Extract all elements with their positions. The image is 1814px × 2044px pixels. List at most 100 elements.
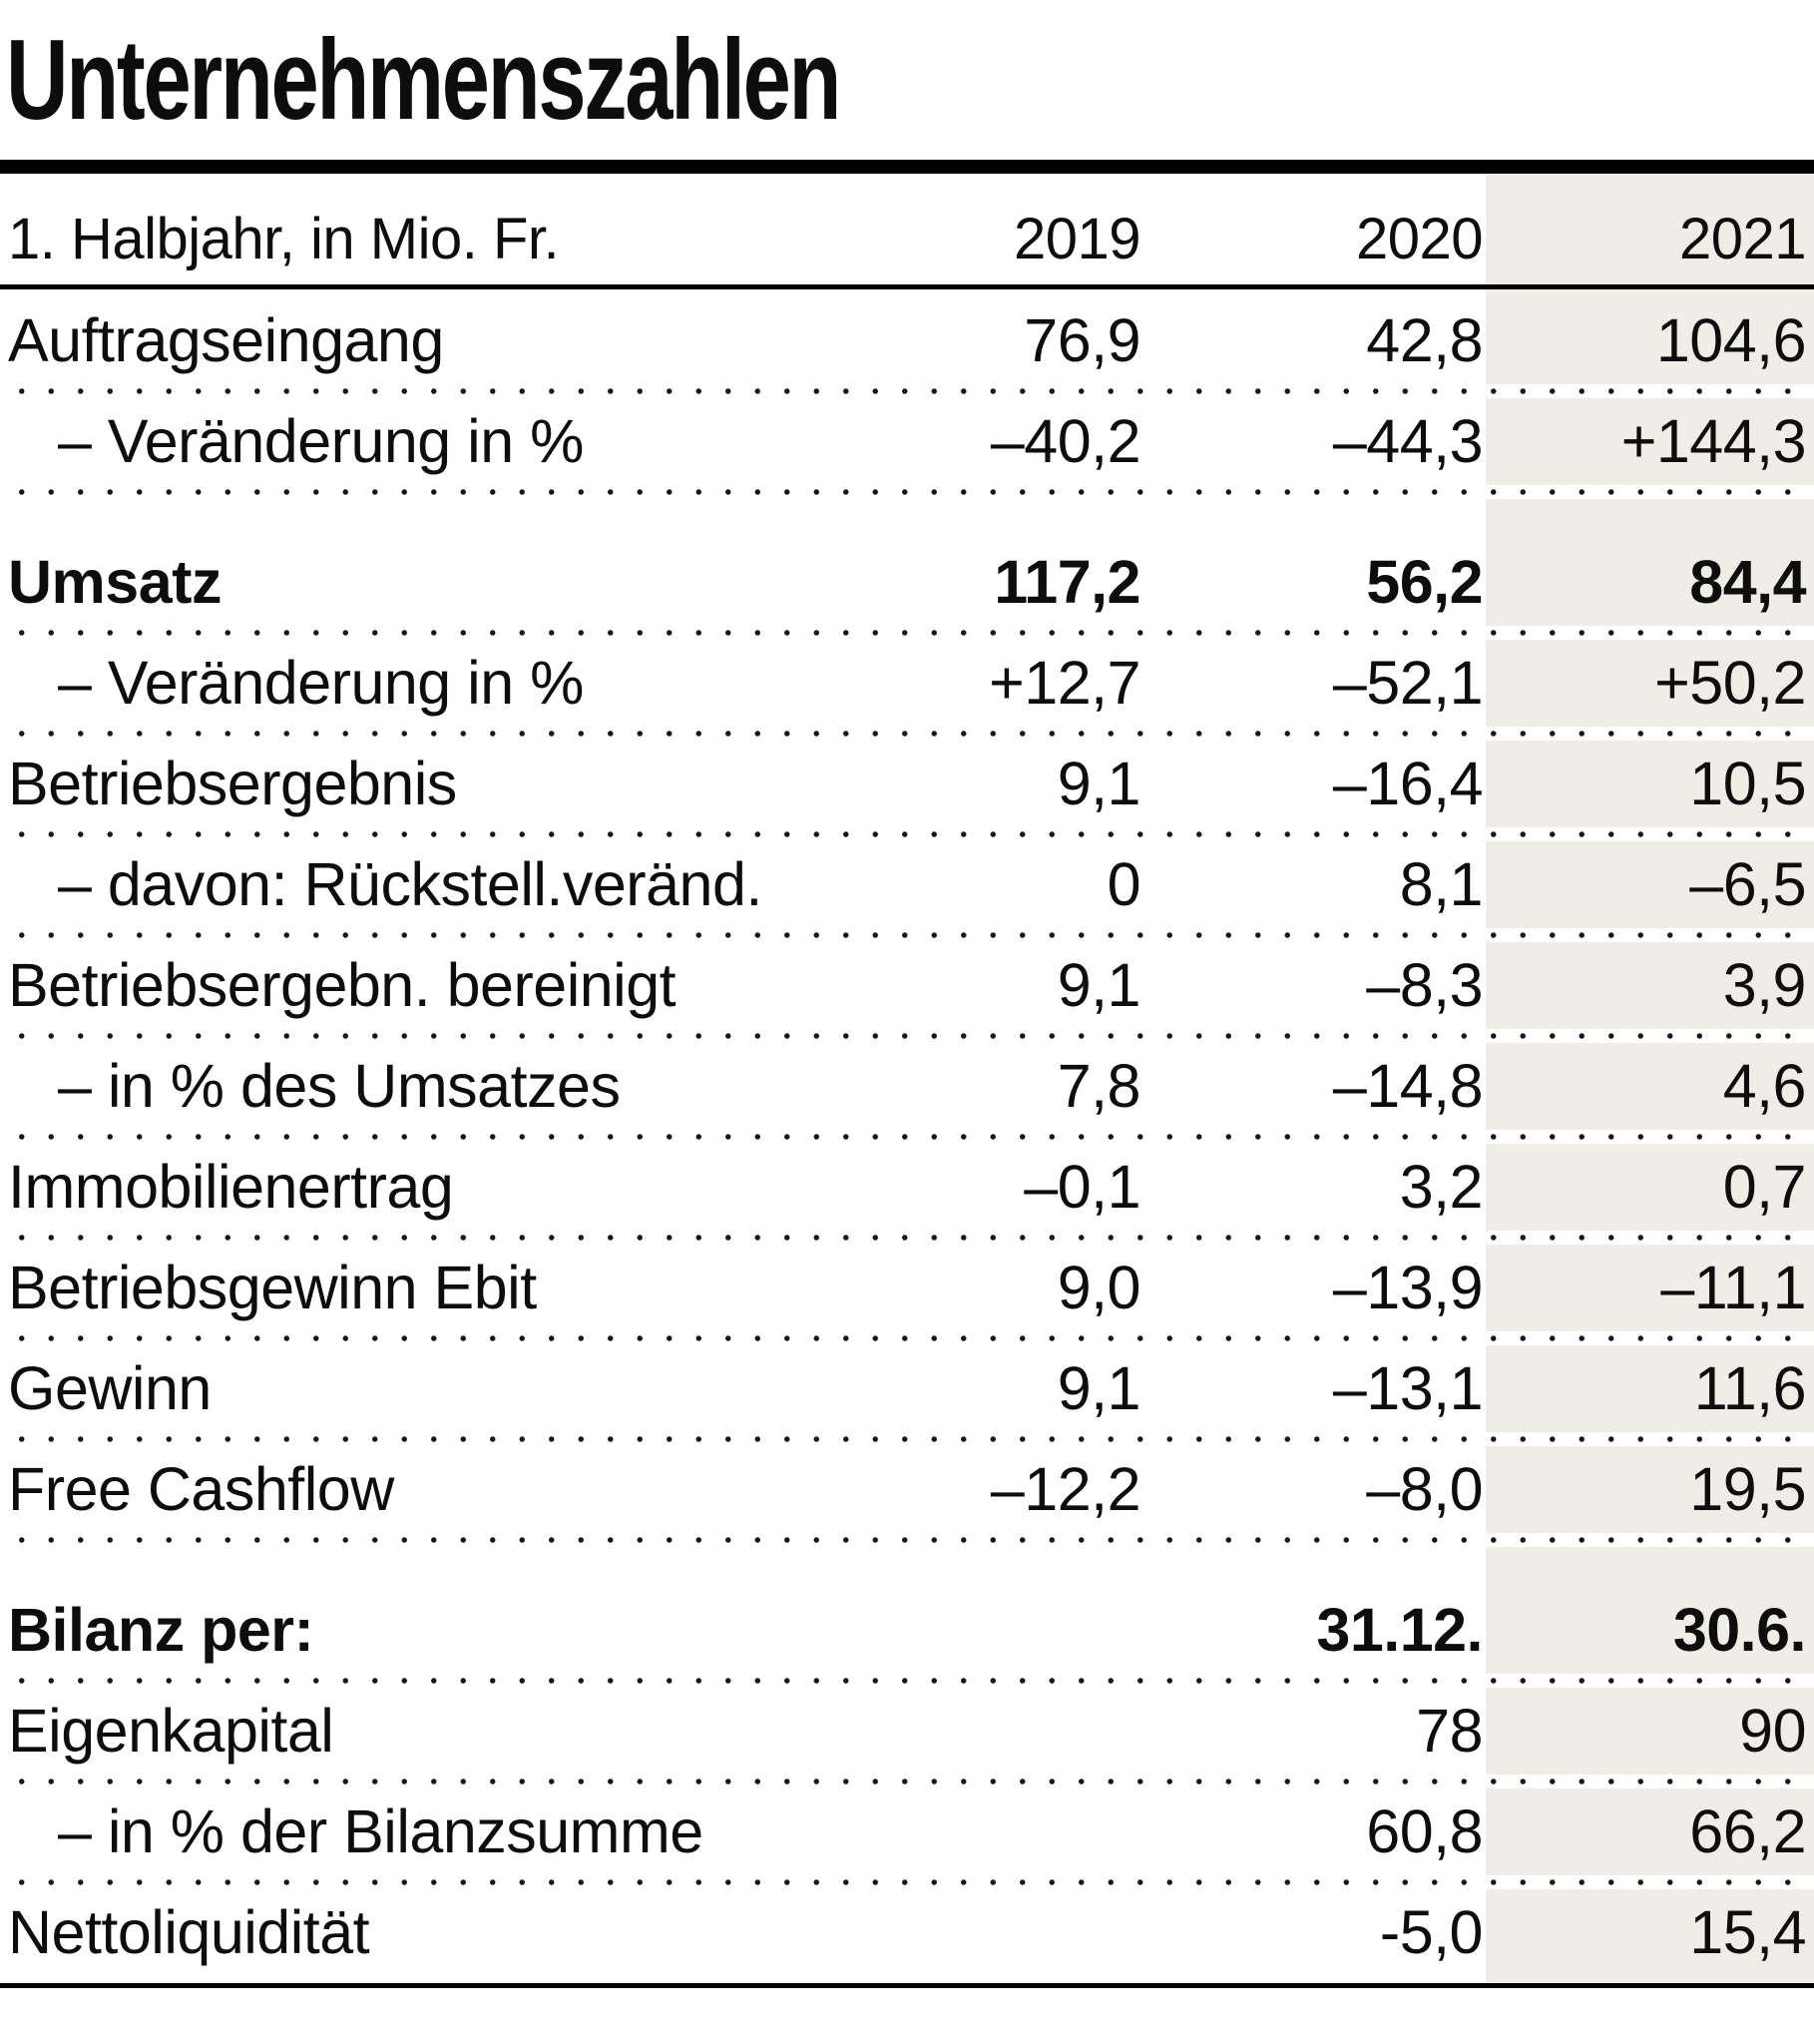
value-2021: 90	[1739, 1697, 1806, 1765]
value-2020: –8,0	[1366, 1455, 1483, 1523]
row-separator-dotted	[0, 928, 1814, 942]
value-2020: –52,1	[1332, 649, 1484, 717]
row-separator-dotted	[0, 1775, 1814, 1788]
row-separator-dotted	[0, 1029, 1814, 1043]
value-2020: 56,2	[1366, 548, 1483, 616]
value-2019: +12,7	[989, 649, 1140, 717]
value-2021: 30.6.	[1672, 1596, 1807, 1664]
row-label: – Veränderung in %	[58, 649, 584, 717]
title-rule	[0, 160, 1814, 174]
row-label: Betriebsergebnis	[8, 750, 457, 817]
table-row: Bilanz per: 31.12. 30.6.	[0, 1580, 1814, 1681]
value-2021: 15,4	[1689, 1898, 1806, 1966]
row-label: Nettoliquidität	[8, 1898, 370, 1966]
table-row: Betriebsergebn. bereinigt 9,1 –8,3 3,9	[0, 935, 1814, 1036]
row-label: Free Cashflow	[8, 1455, 394, 1523]
row-separator-dotted	[0, 1533, 1814, 1547]
value-2021: –11,1	[1660, 1254, 1806, 1321]
row-label: Betriebsergebn. bereinigt	[8, 951, 677, 1019]
row-label: Immobilienertrag	[8, 1153, 454, 1221]
value-2021: 4,6	[1722, 1052, 1807, 1120]
bottom-rule	[0, 1983, 1814, 1988]
row-separator-dotted	[0, 827, 1814, 841]
value-2020: 31.12.	[1316, 1596, 1483, 1664]
row-label: – Veränderung in %	[58, 407, 584, 475]
row-separator-dotted	[0, 1331, 1814, 1345]
value-2019: 0	[1107, 850, 1141, 918]
row-separator-dotted	[0, 727, 1814, 741]
header-unit-label: 1. Halbjahr, in Mio. Fr.	[8, 207, 560, 271]
table-row: Betriebsgewinn Ebit 9,0 –13,9 –11,1	[0, 1238, 1814, 1338]
table-row: Eigenkapital 78 90	[0, 1681, 1814, 1782]
table-row: Immobilienertrag –0,1 3,2 0,7	[0, 1137, 1814, 1238]
row-label: – in % des Umsatzes	[58, 1052, 621, 1120]
row-separator-dotted	[0, 1875, 1814, 1889]
table-row: – Veränderung in % +12,7 –52,1 +50,2	[0, 633, 1814, 734]
value-2019: –12,2	[990, 1455, 1141, 1523]
value-2021: –6,5	[1689, 850, 1806, 918]
value-2021: 66,2	[1689, 1797, 1806, 1865]
row-separator-dotted	[0, 1231, 1814, 1245]
value-2019: 76,9	[1024, 306, 1140, 374]
row-label: Gewinn	[8, 1354, 212, 1422]
table-row: Umsatz 117,2 56,2 84,4	[0, 532, 1814, 633]
value-2019: –40,2	[990, 407, 1141, 475]
value-2021: 3,9	[1722, 951, 1807, 1019]
row-label: Eigenkapital	[8, 1697, 334, 1765]
value-2020: –13,1	[1332, 1354, 1484, 1422]
header-year-2021: 2021	[1678, 207, 1807, 271]
value-2021: +144,3	[1620, 407, 1807, 475]
table-row: Nettoliquidität -5,0 15,4	[0, 1882, 1814, 1983]
row-separator-dotted	[0, 1432, 1814, 1446]
value-2021: 19,5	[1689, 1455, 1806, 1523]
value-2019: 9,0	[1057, 1254, 1141, 1321]
value-2021: 10,5	[1689, 750, 1806, 817]
value-2020: –14,8	[1332, 1052, 1484, 1120]
row-separator-dotted	[0, 626, 1814, 640]
value-2019: 9,1	[1057, 750, 1141, 817]
value-2021: 84,4	[1689, 548, 1806, 616]
row-label: Betriebsgewinn Ebit	[8, 1254, 537, 1321]
header-rule	[0, 284, 1814, 289]
value-2020: 42,8	[1366, 306, 1483, 374]
table-row: Auftragseingang 76,9 42,8 104,6	[0, 290, 1814, 391]
table-row: – Veränderung in % –40,2 –44,3 +144,3	[0, 391, 1814, 492]
row-label: Umsatz	[8, 548, 222, 616]
value-2020: –16,4	[1332, 750, 1484, 817]
value-2020: 8,1	[1399, 850, 1484, 918]
value-2020: -5,0	[1379, 1898, 1484, 1966]
value-2020: –13,9	[1332, 1254, 1484, 1321]
table-row: – davon: Rückstell.veränd. 0 8,1 –6,5	[0, 834, 1814, 935]
table-row: – in % der Bilanzsumme 60,8 66,2	[0, 1782, 1814, 1882]
value-2020: –44,3	[1332, 407, 1484, 475]
header-year-2019: 2019	[1013, 207, 1141, 271]
value-2020: 78	[1416, 1697, 1483, 1765]
row-label: Auftragseingang	[8, 306, 444, 374]
value-2020: 60,8	[1366, 1797, 1483, 1865]
row-separator-dotted	[0, 1130, 1814, 1144]
page-title: Unternehmenszahlen	[6, 17, 841, 144]
value-2021: +50,2	[1654, 649, 1806, 717]
row-separator-dotted	[0, 384, 1814, 398]
value-2021: 104,6	[1655, 306, 1807, 374]
value-2019: 7,8	[1057, 1052, 1141, 1120]
row-separator-dotted	[0, 1674, 1814, 1688]
table-body: Auftragseingang 76,9 42,8 104,6 – Veränd…	[0, 290, 1814, 1983]
value-2019: 9,1	[1057, 1354, 1141, 1422]
row-label: – in % der Bilanzsumme	[58, 1797, 703, 1865]
value-2020: –8,3	[1366, 951, 1483, 1019]
value-2021: 11,6	[1693, 1354, 1807, 1422]
table-row: Free Cashflow –12,2 –8,0 19,5	[0, 1439, 1814, 1540]
table-row: Betriebsergebnis 9,1 –16,4 10,5	[0, 734, 1814, 834]
value-2019: 9,1	[1057, 951, 1141, 1019]
row-separator-dotted	[0, 485, 1814, 499]
row-label: Bilanz per:	[8, 1596, 314, 1664]
table-row: – in % des Umsatzes 7,8 –14,8 4,6	[0, 1036, 1814, 1137]
header-year-2020: 2020	[1355, 207, 1484, 271]
row-label: – davon: Rückstell.veränd.	[58, 850, 762, 918]
value-2019: –0,1	[1024, 1153, 1140, 1221]
value-2020: 3,2	[1399, 1153, 1484, 1221]
table-header: 1. Halbjahr, in Mio. Fr. 2019 2020 2021	[0, 174, 1814, 284]
table-row: Gewinn 9,1 –13,1 11,6	[0, 1338, 1814, 1439]
